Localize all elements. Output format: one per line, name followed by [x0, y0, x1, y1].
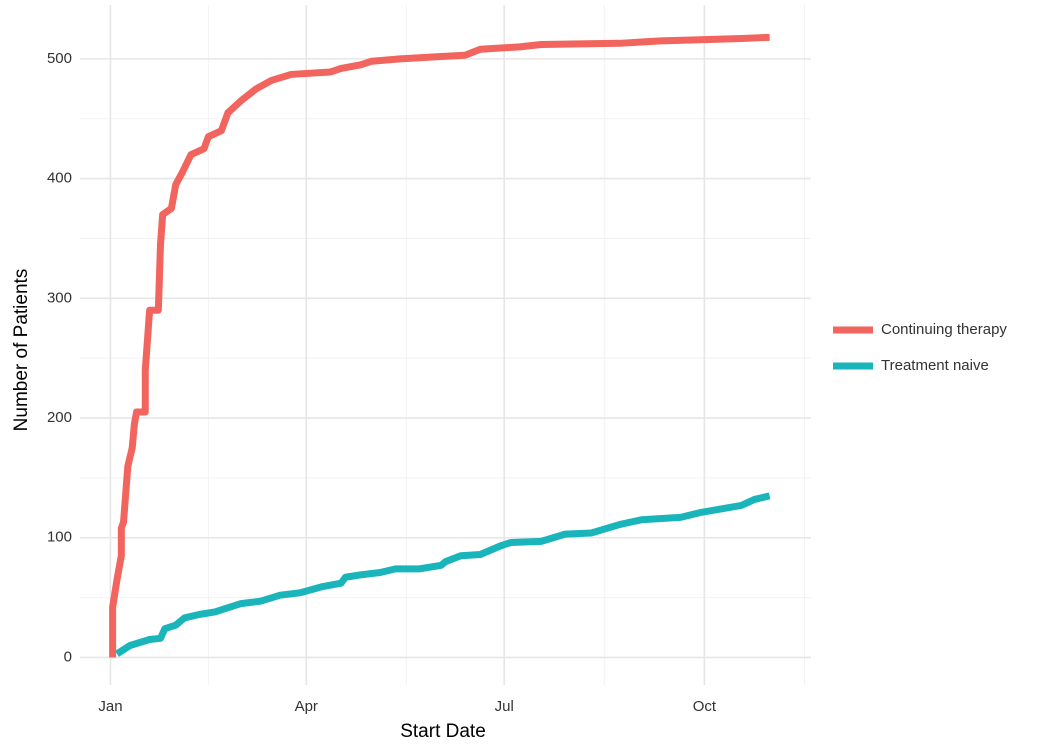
x-tick-label: Jan [98, 698, 122, 715]
legend-label: Treatment naive [881, 357, 989, 374]
y-tick-label: 0 [64, 648, 72, 665]
y-tick-label: 400 [47, 170, 72, 187]
line [109, 33, 770, 658]
y-tick-label: 300 [47, 289, 72, 306]
legend-label: Continuing therapy [881, 321, 1007, 338]
x-tick-label: Apr [295, 698, 318, 715]
y-tick-label: 100 [47, 529, 72, 546]
y-tick-label: 500 [47, 50, 72, 67]
y-axis-label: Number of Patients [11, 269, 32, 432]
y-tick-label: 200 [47, 409, 72, 426]
line [115, 492, 771, 657]
x-tick-label: Jul [495, 698, 514, 715]
x-axis-label: Start Date [400, 721, 486, 742]
x-tick-label: Oct [693, 698, 717, 715]
